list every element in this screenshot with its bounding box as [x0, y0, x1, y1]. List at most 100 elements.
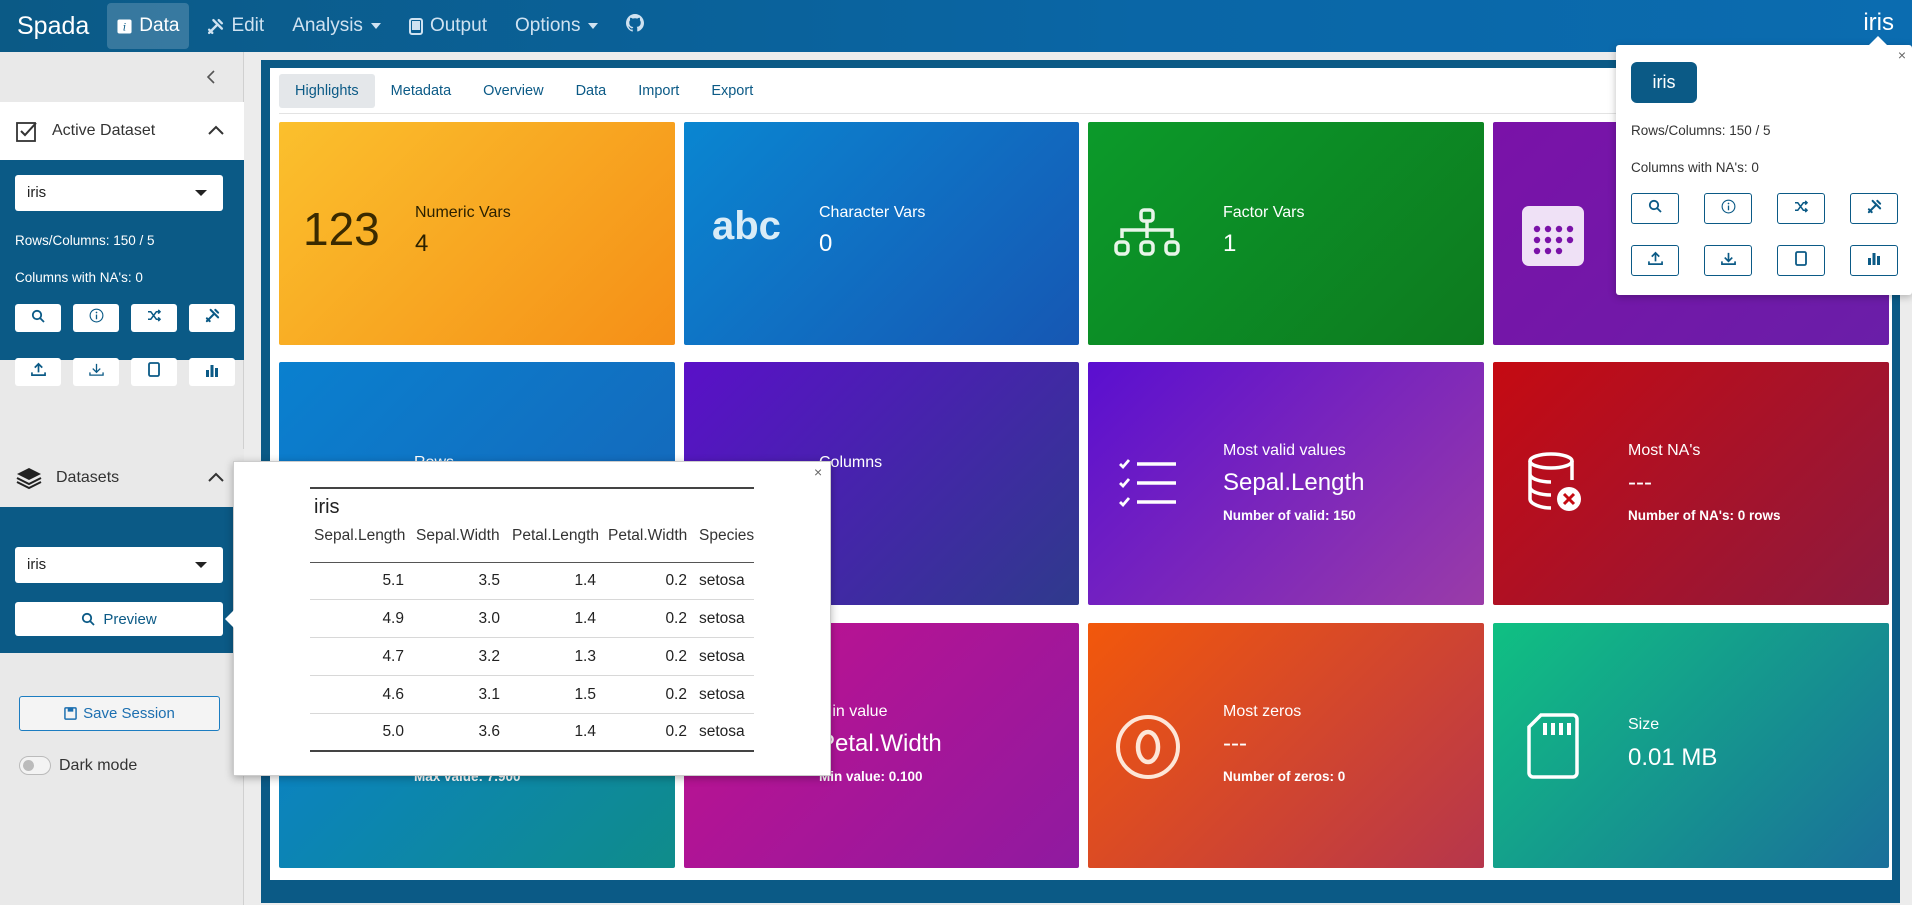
chevron-up-icon[interactable] — [208, 122, 224, 140]
chevron-up-icon[interactable] — [208, 469, 224, 487]
preview-table-popover: × iris Sepal.Length Sepal.Width Petal.Le… — [225, 461, 831, 776]
table-top-border — [310, 487, 754, 489]
nav-data-label: Data — [139, 15, 180, 36]
active-dataset-name[interactable]: iris — [1863, 9, 1894, 36]
nav-output[interactable]: Output — [399, 3, 497, 49]
chevron-down-icon — [195, 190, 207, 196]
header-sepal-length: Sepal.Length — [314, 527, 406, 544]
table-row: 4.9 3.0 1.4 0.2 setosa — [310, 600, 754, 638]
sd-card-icon — [1527, 713, 1579, 779]
tablet-button[interactable] — [131, 358, 177, 386]
bar-chart-icon — [1867, 251, 1881, 270]
nav-github[interactable] — [616, 3, 654, 49]
table-row: 4.6 3.1 1.5 0.2 setosa — [310, 676, 754, 714]
list-check-icon — [1118, 458, 1178, 508]
info-circle-icon — [89, 308, 104, 328]
popover-download-button[interactable] — [1704, 245, 1752, 276]
svg-text:i: i — [123, 21, 126, 33]
popover-arrow — [225, 610, 234, 628]
github-icon — [626, 14, 645, 38]
nav-data[interactable]: i Data — [107, 3, 190, 49]
chevron-left-icon[interactable] — [206, 68, 216, 89]
table-row: 4.7 3.2 1.3 0.2 setosa — [310, 638, 754, 676]
popover-rows-columns: Rows/Columns: 150 / 5 — [1631, 123, 1771, 138]
min-value-sub: Min value: 0.100 — [819, 769, 923, 784]
tab-data[interactable]: Data — [575, 83, 607, 99]
tab-export[interactable]: Export — [711, 83, 754, 99]
factor-vars-value: 1 — [1223, 230, 1237, 257]
most-na-label: Most NA's — [1628, 442, 1701, 459]
popover-tools-button[interactable] — [1850, 193, 1898, 224]
character-vars-card: abc Character Vars 0 — [684, 122, 1079, 345]
tools-icon — [205, 308, 220, 328]
tablet-icon — [1795, 250, 1807, 271]
dark-mode-toggle[interactable] — [19, 756, 51, 775]
active-dataset-header[interactable]: Active Dataset — [0, 102, 244, 160]
numeric-vars-label: Numeric Vars — [415, 204, 511, 221]
close-icon[interactable]: × — [814, 464, 823, 480]
table-cell: 4.9 — [382, 609, 404, 627]
table-cell: 1.4 — [574, 723, 596, 740]
size-card: Size 0.01 MB — [1493, 623, 1889, 868]
nav-options[interactable]: Options — [505, 3, 608, 49]
size-label: Size — [1628, 716, 1660, 733]
factor-vars-label: Factor Vars — [1223, 204, 1305, 221]
most-zeros-sub: Number of zeros: 0 — [1223, 769, 1346, 784]
tab-divider — [279, 113, 1888, 114]
table-cell: 1.4 — [574, 609, 596, 627]
character-vars-label: Character Vars — [819, 204, 926, 221]
popover-search-button[interactable] — [1631, 193, 1679, 224]
tab-import[interactable]: Import — [638, 83, 680, 99]
preview-button[interactable]: Preview — [15, 602, 223, 636]
save-session-button[interactable]: Save Session — [19, 696, 220, 731]
download-button[interactable] — [73, 358, 119, 386]
popover-upload-button[interactable] — [1631, 245, 1679, 276]
rows-columns-info: Rows/Columns: 150 / 5 — [15, 233, 155, 248]
popover-chart-button[interactable] — [1850, 245, 1898, 276]
columns-na-info: Columns with NA's: 0 — [15, 270, 143, 285]
active-dataset-select[interactable]: iris — [15, 175, 223, 211]
table-header: Sepal.Length Sepal.Width Petal.Length Pe… — [310, 527, 754, 545]
table-cell: 0.2 — [665, 572, 687, 589]
popover-tablet-button[interactable] — [1777, 245, 1825, 276]
table-row: 5.1 3.5 1.4 0.2 setosa — [310, 562, 754, 600]
tab-metadata[interactable]: Metadata — [390, 83, 452, 99]
datasets-select[interactable]: iris — [15, 547, 223, 583]
most-valid-label: Most valid values — [1223, 442, 1346, 459]
nav-edit[interactable]: Edit — [197, 3, 274, 49]
brand-title[interactable]: Spada — [17, 11, 90, 40]
popover-info-button[interactable] — [1704, 193, 1752, 224]
popover-shuffle-button[interactable] — [1777, 193, 1825, 224]
datasets-header[interactable]: Datasets — [0, 449, 244, 507]
character-vars-value: 0 — [819, 230, 833, 257]
nav-edit-label: Edit — [231, 15, 265, 36]
datasets-title: Datasets — [56, 469, 120, 486]
search-button[interactable] — [15, 304, 61, 332]
close-icon[interactable]: × — [1897, 47, 1906, 63]
numeric-icon: 123 — [303, 203, 380, 255]
upload-button[interactable] — [15, 358, 61, 386]
save-icon — [64, 707, 77, 720]
tab-overview[interactable]: Overview — [483, 83, 544, 99]
nav-output-label: Output — [429, 15, 487, 36]
toggle-knob — [23, 760, 34, 771]
nav-analysis[interactable]: Analysis — [282, 3, 391, 49]
nav-options-label: Options — [514, 15, 581, 36]
shuffle-button[interactable] — [131, 304, 177, 332]
size-value: 0.01 MB — [1628, 744, 1718, 771]
table-cell: 3.2 — [478, 647, 500, 665]
tools-button[interactable] — [189, 304, 235, 332]
popover-columns-na: Columns with NA's: 0 — [1631, 160, 1759, 175]
chart-button[interactable] — [189, 358, 235, 386]
tab-highlights[interactable]: Highlights — [279, 74, 375, 108]
shuffle-icon — [1794, 199, 1809, 218]
dark-mode-label: Dark mode — [59, 757, 138, 774]
info-button[interactable] — [73, 304, 119, 332]
download-icon — [88, 362, 104, 382]
numeric-vars-card: 123 Numeric Vars 4 — [279, 122, 675, 345]
most-valid-value: Sepal.Length — [1223, 469, 1365, 496]
most-zeros-label: Most zeros — [1223, 703, 1302, 720]
table-cell: 0.2 — [665, 685, 687, 703]
header-sepal-width: Sepal.Width — [416, 527, 500, 544]
search-icon — [1648, 199, 1662, 218]
